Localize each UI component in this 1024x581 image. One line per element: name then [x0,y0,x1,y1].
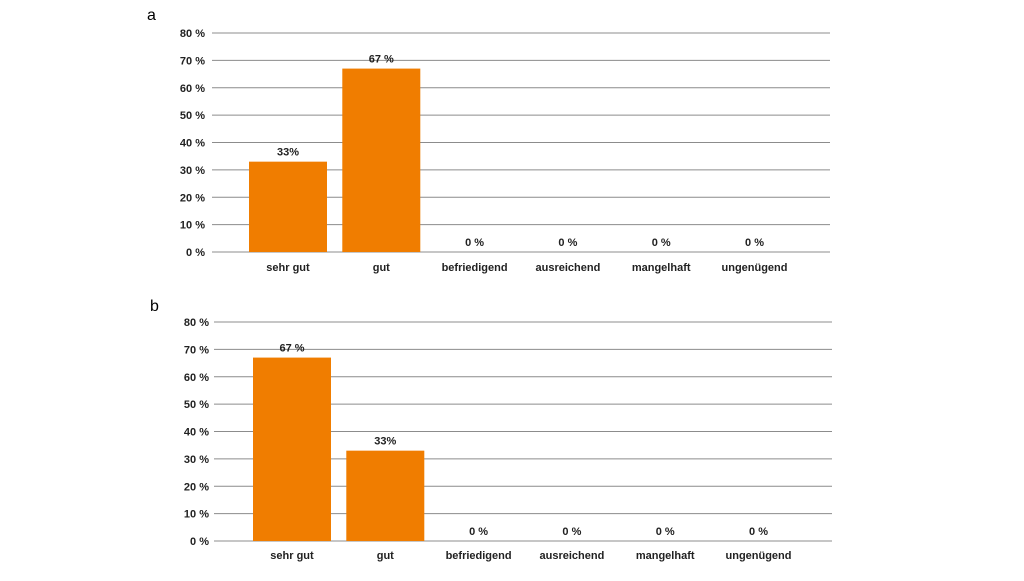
data-label: 67 % [279,343,304,355]
data-label: 33% [277,147,299,159]
panel-label-b: b [150,298,159,315]
y-tick-label: 70 % [184,344,209,356]
x-category-label: ausreichend [539,550,604,562]
y-tick-label: 60 % [180,83,205,95]
data-label: 0 % [652,237,671,249]
bar [253,357,331,541]
data-label: 0 % [562,526,581,538]
y-tick-label: 40 % [184,427,209,439]
y-tick-label: 10 % [184,509,209,521]
y-tick-label: 30 % [184,454,209,466]
y-tick-label: 60 % [184,372,209,384]
y-tick-label: 30 % [180,165,205,177]
bar [249,161,327,252]
x-category-label: ungenügend [726,550,792,562]
y-tick-label: 70 % [180,55,205,67]
y-tick-label: 80 % [184,317,209,329]
data-label: 0 % [469,526,488,538]
chart-panel-a: a 0 % 10 % 20 % 30 % 40 % 50 % 60 % 70 % 80 % 33%… [147,7,830,274]
data-label: 0 % [749,526,768,538]
x-category-label: ungenügend [722,262,788,274]
x-category-label: gut [377,550,394,562]
data-label: 0 % [465,237,484,249]
y-tick-label: 20 % [184,481,209,493]
data-label: 67 % [369,54,394,66]
bar [342,68,421,253]
y-tick-label: 50 % [184,399,209,411]
x-category-label: sehr gut [270,550,314,562]
x-category-label: befriedigend [442,262,508,274]
x-category-label: befriedigend [446,550,512,562]
data-label: 0 % [656,526,675,538]
x-category-label: mangelhaft [632,262,691,274]
y-tick-label: 20 % [180,192,205,204]
y-tick-label: 10 % [180,220,205,232]
x-category-label: sehr gut [266,262,310,274]
data-label: 33% [374,436,396,448]
data-label: 0 % [558,237,577,249]
x-category-label: mangelhaft [636,550,695,562]
y-tick-label: 0 % [186,247,205,259]
chart-panel-b: b 0 % 10 % 20 % 30 % 40 % 50 % 60 % 70 % 80 % 67 … [150,298,832,562]
y-tick-label: 80 % [180,28,205,40]
y-tick-label: 0 % [190,536,209,548]
bar [346,450,425,541]
panel-label-a: a [147,7,156,24]
x-category-label: ausreichend [535,262,600,274]
x-category-label: gut [373,262,390,274]
y-tick-label: 50 % [180,110,205,122]
data-label: 0 % [745,237,764,249]
y-tick-label: 40 % [180,138,205,150]
